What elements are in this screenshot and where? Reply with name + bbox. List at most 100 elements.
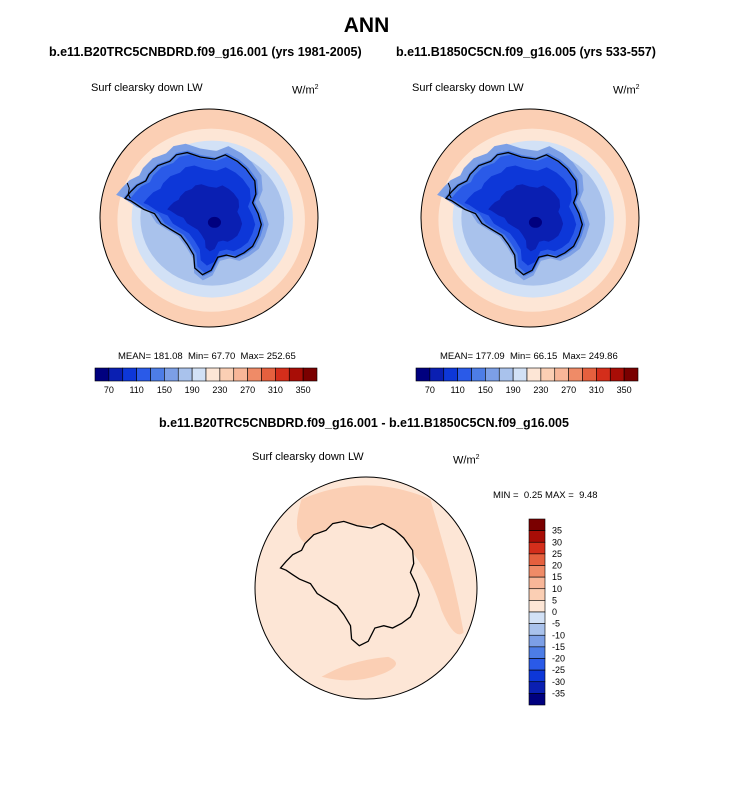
- page-title: ANN: [343, 14, 390, 37]
- panel3-colorbar-box: [528, 669, 546, 683]
- panel3-map: [254, 476, 478, 700]
- panel2-colorbar-box: [554, 367, 569, 382]
- panel1-case-title: b.e11.B20TRC5CNBDRD.f09_g16.001 (yrs 198…: [49, 45, 362, 59]
- panel3-colorbar-box: [528, 576, 546, 590]
- panel1-south-america-tip: [126, 182, 131, 199]
- panel2-colorbar-tick: 350: [617, 385, 632, 395]
- panel2-colorbar-box: [568, 367, 583, 382]
- panel3-colorbar-tick: -15: [552, 642, 565, 652]
- panel1-stats: MEAN= 181.08 Min= 67.70 Max= 252.65: [118, 351, 296, 362]
- panel1-colorbar-tick: 110: [129, 385, 143, 395]
- panel1-colorbar-box: [219, 367, 235, 382]
- panel2-colorbar-box: [498, 367, 514, 382]
- panel3-colorbar-box: [528, 623, 546, 636]
- panel2-coastline: [445, 151, 583, 276]
- panel1-band-75: [167, 184, 243, 252]
- panel2-colorbar-tick: 270: [561, 385, 576, 395]
- panel1-colorbar-tick: 310: [268, 385, 283, 395]
- panel1-colorbar-tick: 270: [240, 385, 255, 395]
- panel1-coastline: [124, 151, 262, 276]
- panel1-colorbar-tick: 230: [212, 385, 227, 395]
- panel3-colorbar-box: [528, 588, 546, 601]
- panel1-units: W/m2: [292, 84, 319, 97]
- panel3-colorbar-tick: -10: [552, 630, 565, 640]
- panel2-colorbar-tick: 150: [478, 385, 493, 395]
- panel1-colorbar-tick: 70: [104, 385, 114, 395]
- panel3-variable-label: Surf clearsky down LW: [252, 451, 364, 463]
- panel1-colorbar-box: [108, 367, 124, 382]
- panel1-colorbar-box: [275, 367, 290, 382]
- panel2-variable-label: Surf clearsky down LW: [412, 82, 524, 94]
- panel2-units: W/m2: [613, 84, 640, 97]
- panel3-colorbar-tick: 15: [552, 572, 562, 582]
- panel2-colorbar-box: [429, 367, 445, 382]
- panel3-colorbar-box: [528, 541, 546, 555]
- panel3-colorbar-box: [528, 681, 546, 694]
- panel2-colorbar-tick: 110: [450, 385, 464, 395]
- panel2-colorbar-box: [457, 367, 472, 382]
- panel1-colorbar-box: [94, 367, 110, 382]
- panel3-colorbar-tick: 25: [552, 549, 562, 559]
- panel2-map: [420, 108, 640, 328]
- panel3-map-border: [254, 476, 478, 700]
- panel3-colorbar-tick: -25: [552, 665, 565, 675]
- panel2-colorbar-box: [540, 367, 556, 382]
- panel1-colorbar-box: [177, 367, 193, 382]
- panel1-colorbar-box: [164, 367, 179, 382]
- panel1-colorbar-box: [288, 367, 304, 382]
- panel2-south-america-tip: [447, 182, 452, 199]
- panel2-band-min: [528, 216, 542, 228]
- panel2-band-75: [488, 184, 564, 252]
- panel1-colorbar-box: [302, 367, 318, 382]
- panel1-variable-label: Surf clearsky down LW: [91, 82, 203, 94]
- panel3-case-title: b.e11.B20TRC5CNBDRD.f09_g16.001 - b.e11.…: [159, 416, 569, 430]
- panel3-colorbar-box: [528, 600, 546, 613]
- panel3-colorbar-box: [528, 634, 546, 648]
- panel1-colorbar-box: [191, 367, 207, 382]
- panel3-colorbar-tick: -5: [552, 619, 560, 629]
- panel1-colorbar-box: [261, 367, 276, 382]
- panel3-units: W/m2: [453, 454, 480, 467]
- panel1-colorbar-box: [136, 367, 151, 382]
- panel2-colorbar-tick: 70: [425, 385, 435, 395]
- panel2-case-title: b.e11.B1850C5CN.f09_g16.005 (yrs 533-557…: [396, 45, 656, 59]
- panel3-coastline: [279, 520, 420, 647]
- panel3-colorbar-tick: 5: [552, 595, 557, 605]
- panel2-colorbar-tick: 310: [589, 385, 604, 395]
- panel2-colorbar-box: [485, 367, 500, 382]
- panel2-colorbar-box: [596, 367, 611, 382]
- panel2-colorbar-box: [526, 367, 542, 382]
- panel2-colorbar-box: [609, 367, 625, 382]
- panel1-band-min: [207, 216, 221, 228]
- panel3-colorbar-tick: 10: [552, 584, 562, 594]
- panel3-colorbar-box: [528, 611, 546, 624]
- panel3-colorbar-tick: -30: [552, 677, 565, 687]
- panel1-colorbar-box: [150, 367, 165, 382]
- panel2-colorbar-box: [582, 367, 597, 382]
- panel3-colorbar-tick: 35: [552, 526, 562, 536]
- panel3-colorbar-box: [528, 553, 546, 566]
- panel1-colorbar-tick: 150: [157, 385, 172, 395]
- panel3-colorbar-box: [528, 646, 546, 659]
- panel2-colorbar-tick: 230: [533, 385, 548, 395]
- panel1-map-border: [99, 108, 319, 328]
- panel3-colorbar-box: [528, 693, 546, 706]
- panel2-colorbar-box: [623, 367, 639, 382]
- panel3-band-5-10-indian: [321, 656, 397, 681]
- panel3-colorbar-box: [528, 530, 546, 543]
- panel3-stats: MIN = 0.25 MAX = 9.48: [493, 490, 598, 501]
- panel1-colorbar-box: [233, 367, 248, 382]
- panel1-colorbar-tick: 190: [185, 385, 200, 395]
- panel2-stats: MEAN= 177.09 Min= 66.15 Max= 249.86: [440, 351, 618, 362]
- panel3-colorbar-tick: 0: [552, 607, 557, 617]
- panel2-colorbar-box: [415, 367, 431, 382]
- panel3-colorbar-box: [528, 518, 546, 531]
- panel2-colorbar-tick: 190: [506, 385, 521, 395]
- panel1-colorbar-box: [247, 367, 262, 382]
- panel1-colorbar-box: [122, 367, 137, 382]
- panel3-colorbar-box: [528, 565, 546, 578]
- panel2-colorbar-box: [443, 367, 458, 382]
- panel2-map-border: [420, 108, 640, 328]
- panel3-colorbar-tick: 30: [552, 537, 562, 547]
